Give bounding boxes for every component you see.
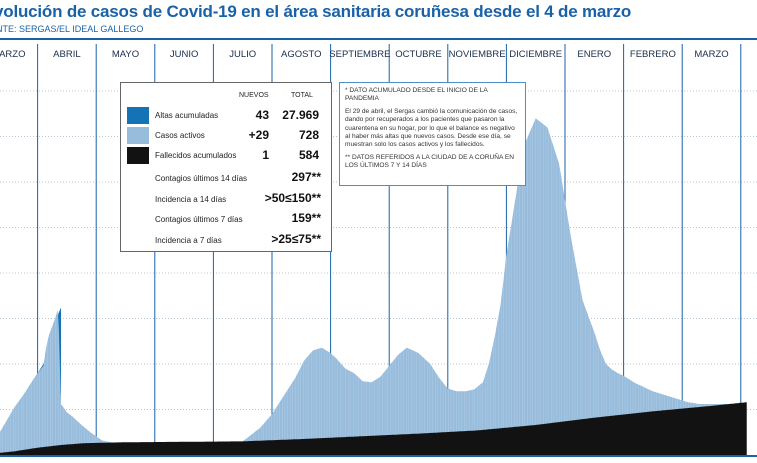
activos-swatch	[127, 127, 149, 144]
month-labels: MARZO ABRIL MAYO JUNIO JULIO AGOSTO SEPTIEMBRE…	[0, 49, 729, 60]
note-accumulated: * DATO ACUMULADO DESDE EL INICIO DE LA P…	[345, 87, 488, 103]
stat-label: Contagios últimos 7 días	[155, 215, 243, 224]
note-city-data: ** DATOS REFERIDOS A LA CIUDAD DE A CORU…	[345, 153, 515, 170]
month-label: AGOSTO	[281, 49, 321, 60]
chart-areas	[0, 118, 747, 455]
month-label: SEPTIEMBRE	[329, 49, 390, 60]
legend-row-total: 584	[298, 148, 319, 162]
legend-row-fallecidos: Fallecidos acumulados 1 584	[121, 147, 331, 165]
month-label: FEBRERO	[630, 49, 676, 60]
month-label: ENERO	[577, 49, 611, 60]
legend-row-label: Altas acumuladas	[155, 111, 219, 120]
chart-title: volución de casos de Covid-19 en el área…	[0, 2, 632, 21]
legend-row-label: Casos activos	[155, 131, 205, 140]
stat-row: Incidencia a 7 días >25≤75**	[121, 231, 331, 249]
notes-box: * DATO ACUMULADO DESDE EL INICIO DE LA P…	[339, 82, 526, 186]
legend-col-total: TOTAL	[291, 92, 313, 99]
stat-row: Contagios últimos 7 días 159**	[121, 210, 331, 228]
baseline	[0, 455, 757, 457]
stat-row: Incidencia a 14 días >50≤150**	[121, 190, 331, 208]
stat-value: 159**	[291, 211, 321, 225]
altas-swatch	[127, 107, 149, 124]
month-label: JULIO	[229, 49, 256, 60]
note-april-change: El 29 de abril, el Sergas cambió la comu…	[345, 107, 518, 149]
legend-box: NUEVOS TOTAL Altas acumuladas 43 27.969 …	[120, 82, 332, 252]
legend-row-activos: Casos activos +29 728	[121, 127, 331, 145]
chart-source: NTE: SERGAS/EL IDEAL GALLEGO	[0, 24, 144, 34]
month-label: OCTUBRE	[395, 49, 441, 60]
month-label: JUNIO	[170, 49, 199, 60]
legend-row-nuevos: 1	[262, 148, 269, 162]
stat-value: >50≤150**	[264, 191, 321, 205]
fallecidos-swatch	[127, 147, 149, 164]
top-rule	[0, 38, 757, 40]
legend-col-nuevos: NUEVOS	[239, 92, 269, 99]
stat-value: 297**	[291, 170, 321, 184]
stat-label: Incidencia a 7 días	[155, 236, 222, 245]
legend-row-total: 27.969	[282, 108, 319, 122]
legend-row-altas: Altas acumuladas 43 27.969	[121, 107, 331, 125]
stat-value: >25≤75**	[271, 232, 321, 246]
month-label: MARZO	[0, 49, 25, 60]
legend-row-label: Fallecidos acumulados	[155, 151, 237, 160]
stat-row: Contagios últimos 14 días 297**	[121, 169, 331, 187]
legend-row-nuevos: 43	[255, 108, 269, 122]
month-label: DICIEMBRE	[509, 49, 562, 60]
month-label: MARZO	[694, 49, 728, 60]
area-fallecidos	[0, 402, 747, 455]
legend-row-nuevos: +29	[248, 128, 269, 142]
stat-label: Incidencia a 14 días	[155, 195, 227, 204]
month-label: MAYO	[112, 49, 139, 60]
area-casos-activos	[0, 118, 747, 455]
month-label: ABRIL	[53, 49, 80, 60]
legend-row-total: 728	[298, 128, 319, 142]
month-label: NOVIEMBRE	[449, 49, 506, 60]
stat-label: Contagios últimos 14 días	[155, 174, 248, 183]
